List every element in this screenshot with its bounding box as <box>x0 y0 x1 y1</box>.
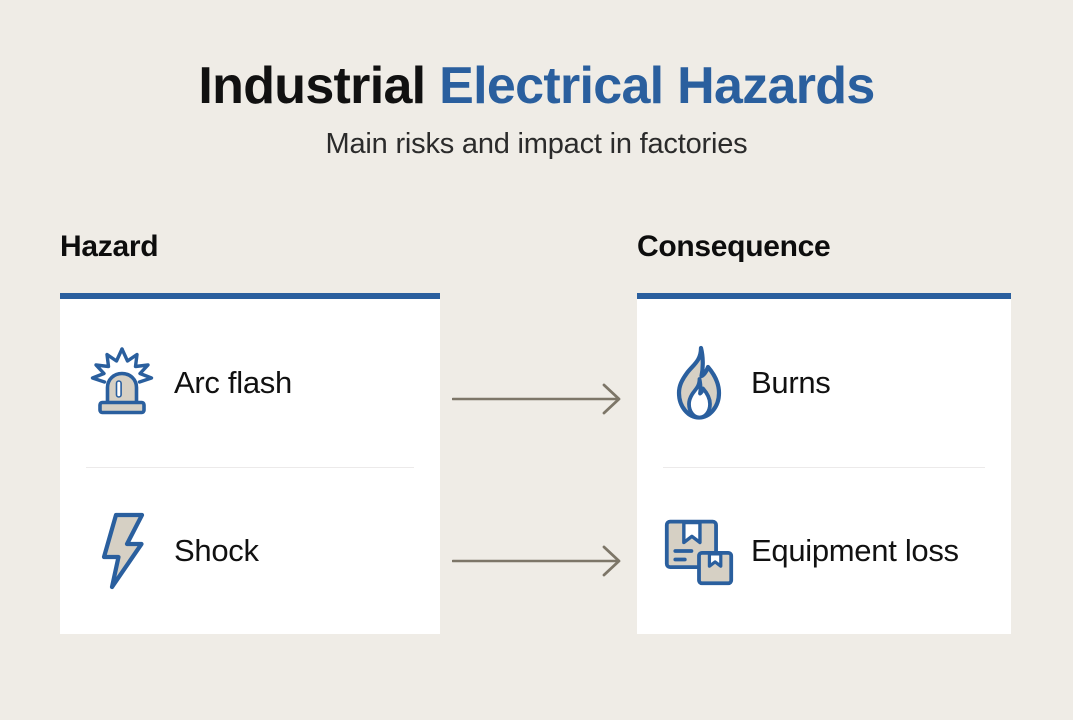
page-title: Industrial Electrical Hazards <box>0 0 1073 114</box>
column-consequence: Consequence Burns <box>637 232 1011 634</box>
table-row[interactable]: Equipment loss <box>663 466 985 635</box>
page-subtitle: Main risks and impact in factories <box>325 128 748 161</box>
row-label: Shock <box>174 532 259 568</box>
card-consequence: Burns Equipment loss <box>637 293 1011 634</box>
flame-icon <box>663 342 735 424</box>
card-hazard: Arc flash Shock <box>60 293 440 634</box>
boxes-package-icon <box>663 510 735 592</box>
row-label: Arc flash <box>174 364 292 400</box>
columns-container: Hazard Arc flash <box>0 232 1073 652</box>
column-hazard: Hazard Arc flash <box>60 232 440 634</box>
header: Industrial Electrical Hazards Main risks… <box>0 0 1073 161</box>
table-row[interactable]: Arc flash <box>60 299 440 467</box>
alarm-beacon-icon <box>86 342 158 424</box>
column-heading-consequence: Consequence <box>637 230 831 263</box>
lightning-bolt-icon <box>86 510 158 592</box>
column-heading-hazard: Hazard <box>60 230 159 263</box>
table-row[interactable]: Burns <box>637 299 1011 467</box>
table-row[interactable]: Shock <box>86 466 414 635</box>
row-label: Burns <box>751 364 831 400</box>
page-title-lead: Industrial <box>198 57 426 115</box>
row-label: Equipment loss <box>751 532 959 568</box>
page-title-accent: Electrical Hazards <box>439 57 875 115</box>
